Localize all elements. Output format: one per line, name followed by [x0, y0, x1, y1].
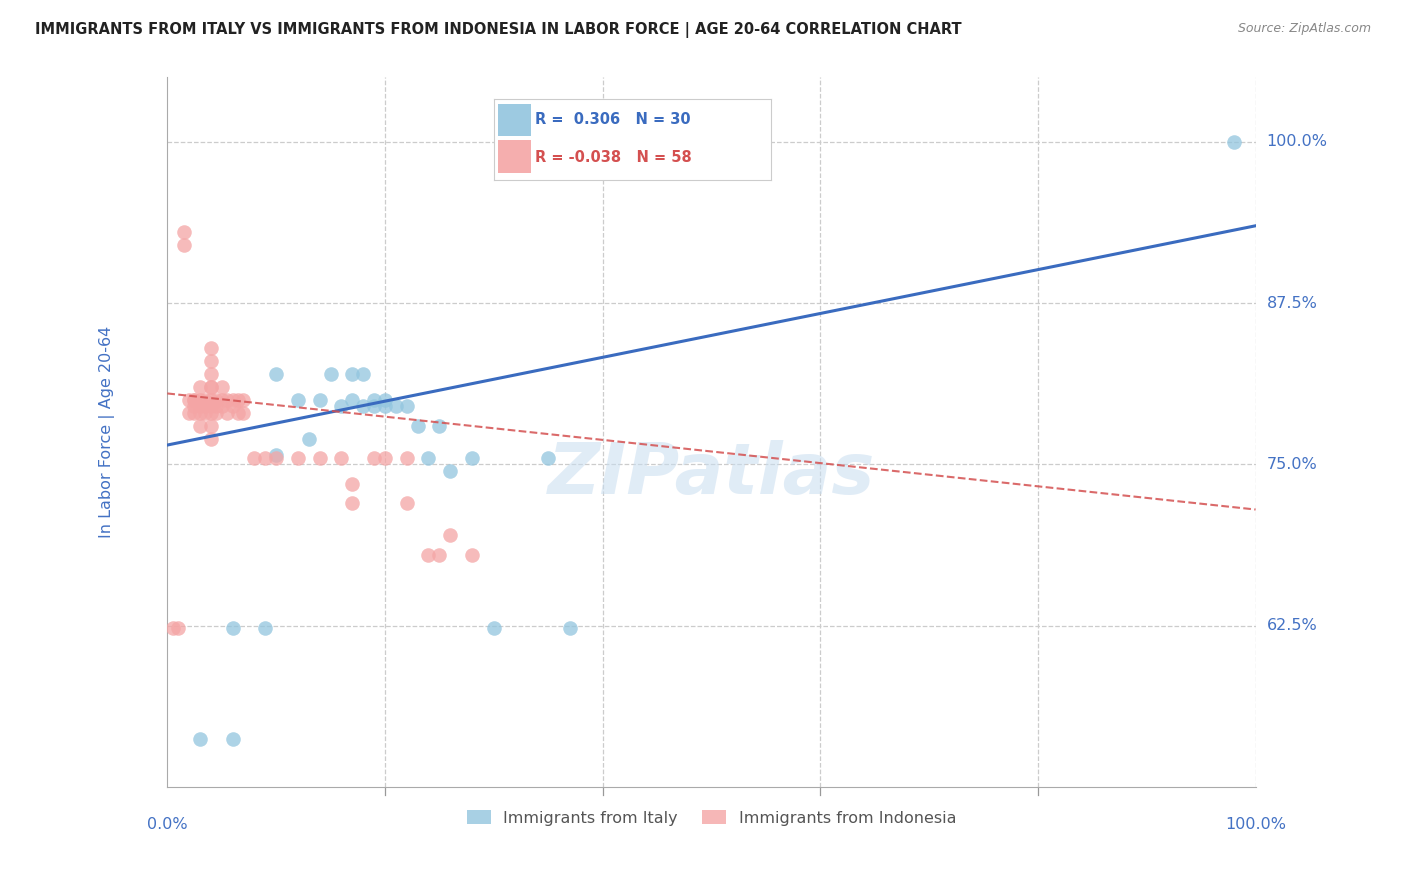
- Point: [427, 548, 450, 562]
- Point: [205, 406, 228, 420]
- Point: [406, 418, 429, 433]
- Point: [287, 392, 309, 407]
- Text: 0.0%: 0.0%: [148, 817, 187, 832]
- Point: [194, 400, 217, 414]
- Point: [167, 621, 190, 635]
- Point: [1223, 135, 1246, 149]
- Point: [418, 548, 440, 562]
- Point: [183, 392, 205, 407]
- Point: [200, 380, 222, 394]
- Point: [173, 225, 195, 239]
- Point: [374, 392, 396, 407]
- Point: [287, 450, 309, 465]
- Point: [173, 238, 195, 252]
- Point: [558, 621, 581, 635]
- Point: [342, 367, 364, 381]
- Point: [200, 432, 222, 446]
- Point: [232, 406, 254, 420]
- Text: ZIPatlas: ZIPatlas: [548, 441, 875, 509]
- Point: [200, 354, 222, 368]
- Text: In Labor Force | Age 20-64: In Labor Force | Age 20-64: [100, 326, 115, 538]
- Point: [217, 392, 239, 407]
- Point: [319, 367, 342, 381]
- Point: [200, 367, 222, 381]
- Point: [183, 400, 205, 414]
- Point: [374, 450, 396, 465]
- Point: [211, 392, 233, 407]
- Point: [232, 392, 254, 407]
- Point: [439, 528, 461, 542]
- Point: [363, 392, 385, 407]
- Point: [183, 406, 205, 420]
- Point: [200, 406, 222, 420]
- Point: [395, 400, 418, 414]
- Point: [194, 392, 217, 407]
- Point: [188, 406, 211, 420]
- Point: [188, 400, 211, 414]
- Point: [200, 418, 222, 433]
- Point: [221, 392, 243, 407]
- Point: [200, 400, 222, 414]
- Legend: Immigrants from Italy, Immigrants from Indonesia: Immigrants from Italy, Immigrants from I…: [460, 804, 963, 832]
- Point: [205, 400, 228, 414]
- Text: 100.0%: 100.0%: [1267, 135, 1327, 150]
- Point: [254, 450, 277, 465]
- Point: [194, 406, 217, 420]
- Point: [308, 392, 330, 407]
- Point: [221, 732, 243, 747]
- Point: [385, 400, 408, 414]
- Text: Source: ZipAtlas.com: Source: ZipAtlas.com: [1237, 22, 1371, 36]
- Point: [221, 400, 243, 414]
- Point: [352, 367, 374, 381]
- Point: [177, 406, 200, 420]
- Point: [188, 418, 211, 433]
- Point: [330, 450, 353, 465]
- Point: [226, 392, 249, 407]
- Point: [537, 450, 560, 465]
- Point: [188, 732, 211, 747]
- Point: [363, 450, 385, 465]
- Point: [298, 432, 321, 446]
- Point: [226, 406, 249, 420]
- Point: [217, 406, 239, 420]
- Point: [264, 367, 287, 381]
- Point: [264, 448, 287, 462]
- Point: [243, 450, 266, 465]
- Point: [200, 380, 222, 394]
- Point: [461, 548, 484, 562]
- Text: 75.0%: 75.0%: [1267, 457, 1317, 472]
- Point: [482, 621, 505, 635]
- Point: [374, 400, 396, 414]
- Point: [427, 418, 450, 433]
- Point: [188, 392, 211, 407]
- Point: [200, 341, 222, 355]
- Text: 87.5%: 87.5%: [1267, 295, 1317, 310]
- Point: [363, 400, 385, 414]
- Point: [183, 392, 205, 407]
- Text: 100.0%: 100.0%: [1225, 817, 1286, 832]
- Point: [342, 476, 364, 491]
- Point: [205, 392, 228, 407]
- Point: [264, 450, 287, 465]
- Point: [188, 380, 211, 394]
- Point: [221, 621, 243, 635]
- Text: IMMIGRANTS FROM ITALY VS IMMIGRANTS FROM INDONESIA IN LABOR FORCE | AGE 20-64 CO: IMMIGRANTS FROM ITALY VS IMMIGRANTS FROM…: [35, 22, 962, 38]
- Point: [395, 496, 418, 510]
- Point: [439, 464, 461, 478]
- Point: [211, 400, 233, 414]
- Point: [342, 496, 364, 510]
- Point: [308, 450, 330, 465]
- Point: [342, 392, 364, 407]
- Point: [162, 621, 184, 635]
- Point: [177, 392, 200, 407]
- Point: [418, 450, 440, 465]
- Point: [211, 380, 233, 394]
- Point: [395, 450, 418, 465]
- Point: [254, 621, 277, 635]
- Point: [330, 400, 353, 414]
- Text: 62.5%: 62.5%: [1267, 618, 1317, 633]
- Point: [200, 392, 222, 407]
- Point: [352, 400, 374, 414]
- Point: [461, 450, 484, 465]
